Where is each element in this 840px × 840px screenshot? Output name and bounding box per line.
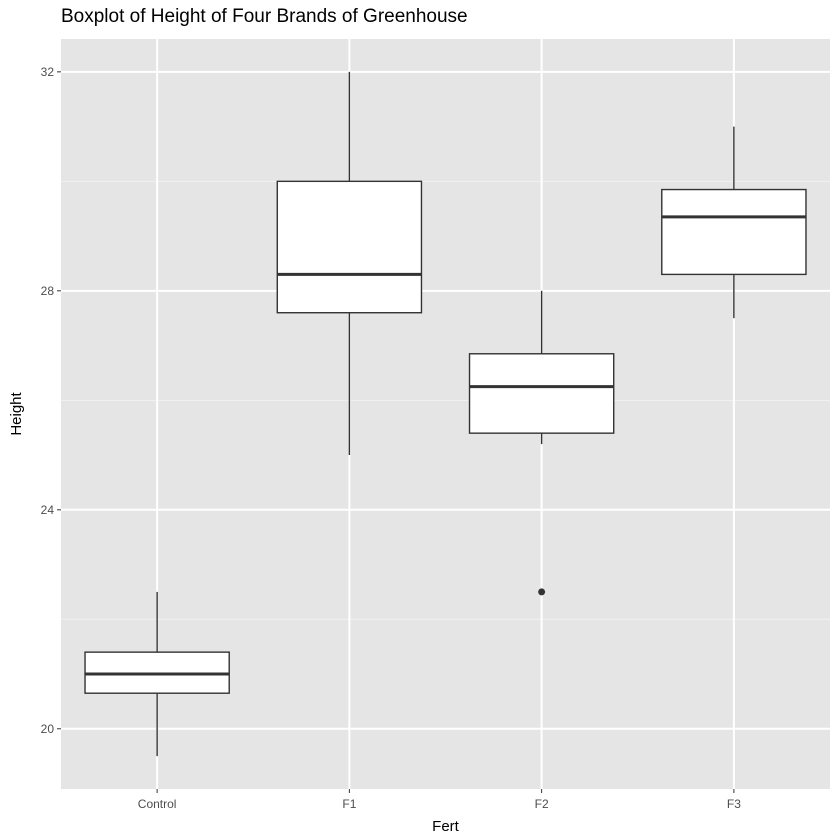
chart-title: Boxplot of Height of Four Brands of Gree…: [61, 6, 468, 27]
outlier-point: [538, 588, 546, 596]
y-tick-label: 24: [41, 503, 55, 517]
x-tick-label: F2: [535, 797, 549, 811]
minor-gridlines: [61, 180, 830, 620]
box-iqr: [468, 353, 615, 434]
box-f1: [276, 71, 423, 456]
box-iqr: [661, 188, 807, 276]
y-axis: 20 24 28 32: [41, 65, 61, 736]
y-tick-label: 28: [41, 284, 55, 298]
x-axis: Control F1 F2 F3: [138, 789, 741, 811]
x-tick-label: F1: [342, 797, 356, 811]
x-axis-title: Fert: [432, 818, 460, 835]
box-series: [84, 71, 807, 757]
box-control: [84, 591, 230, 757]
y-axis-title: Height: [8, 391, 25, 435]
x-tick-label: Control: [138, 797, 177, 811]
x-tick-label: F3: [727, 797, 741, 811]
y-tick-label: 32: [41, 65, 55, 79]
box-iqr: [276, 180, 423, 314]
box-f2: [468, 290, 615, 596]
box-f3: [661, 126, 807, 319]
y-tick-label: 20: [41, 722, 55, 736]
